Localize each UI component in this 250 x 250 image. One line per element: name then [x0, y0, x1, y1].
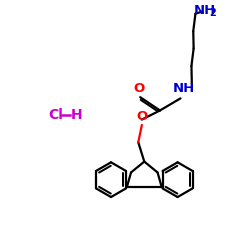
Text: Cl: Cl — [48, 108, 63, 122]
Text: H: H — [71, 108, 82, 122]
Text: O: O — [133, 82, 144, 95]
Text: NH: NH — [173, 82, 195, 95]
Text: O: O — [136, 110, 147, 123]
Text: NH: NH — [194, 4, 216, 16]
Text: 2: 2 — [210, 8, 216, 18]
